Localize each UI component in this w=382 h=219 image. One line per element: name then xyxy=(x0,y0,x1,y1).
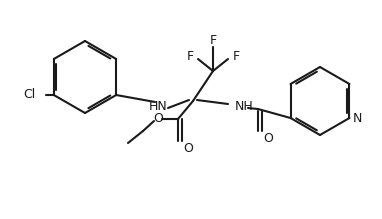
Text: F: F xyxy=(209,34,217,46)
Text: O: O xyxy=(263,132,273,145)
Text: NH: NH xyxy=(235,99,254,113)
Text: HN: HN xyxy=(149,99,167,113)
Text: N: N xyxy=(353,111,362,124)
Text: F: F xyxy=(232,51,240,64)
Text: Cl: Cl xyxy=(24,88,36,101)
Text: F: F xyxy=(186,51,194,64)
Text: O: O xyxy=(183,143,193,155)
Text: O: O xyxy=(153,113,163,125)
